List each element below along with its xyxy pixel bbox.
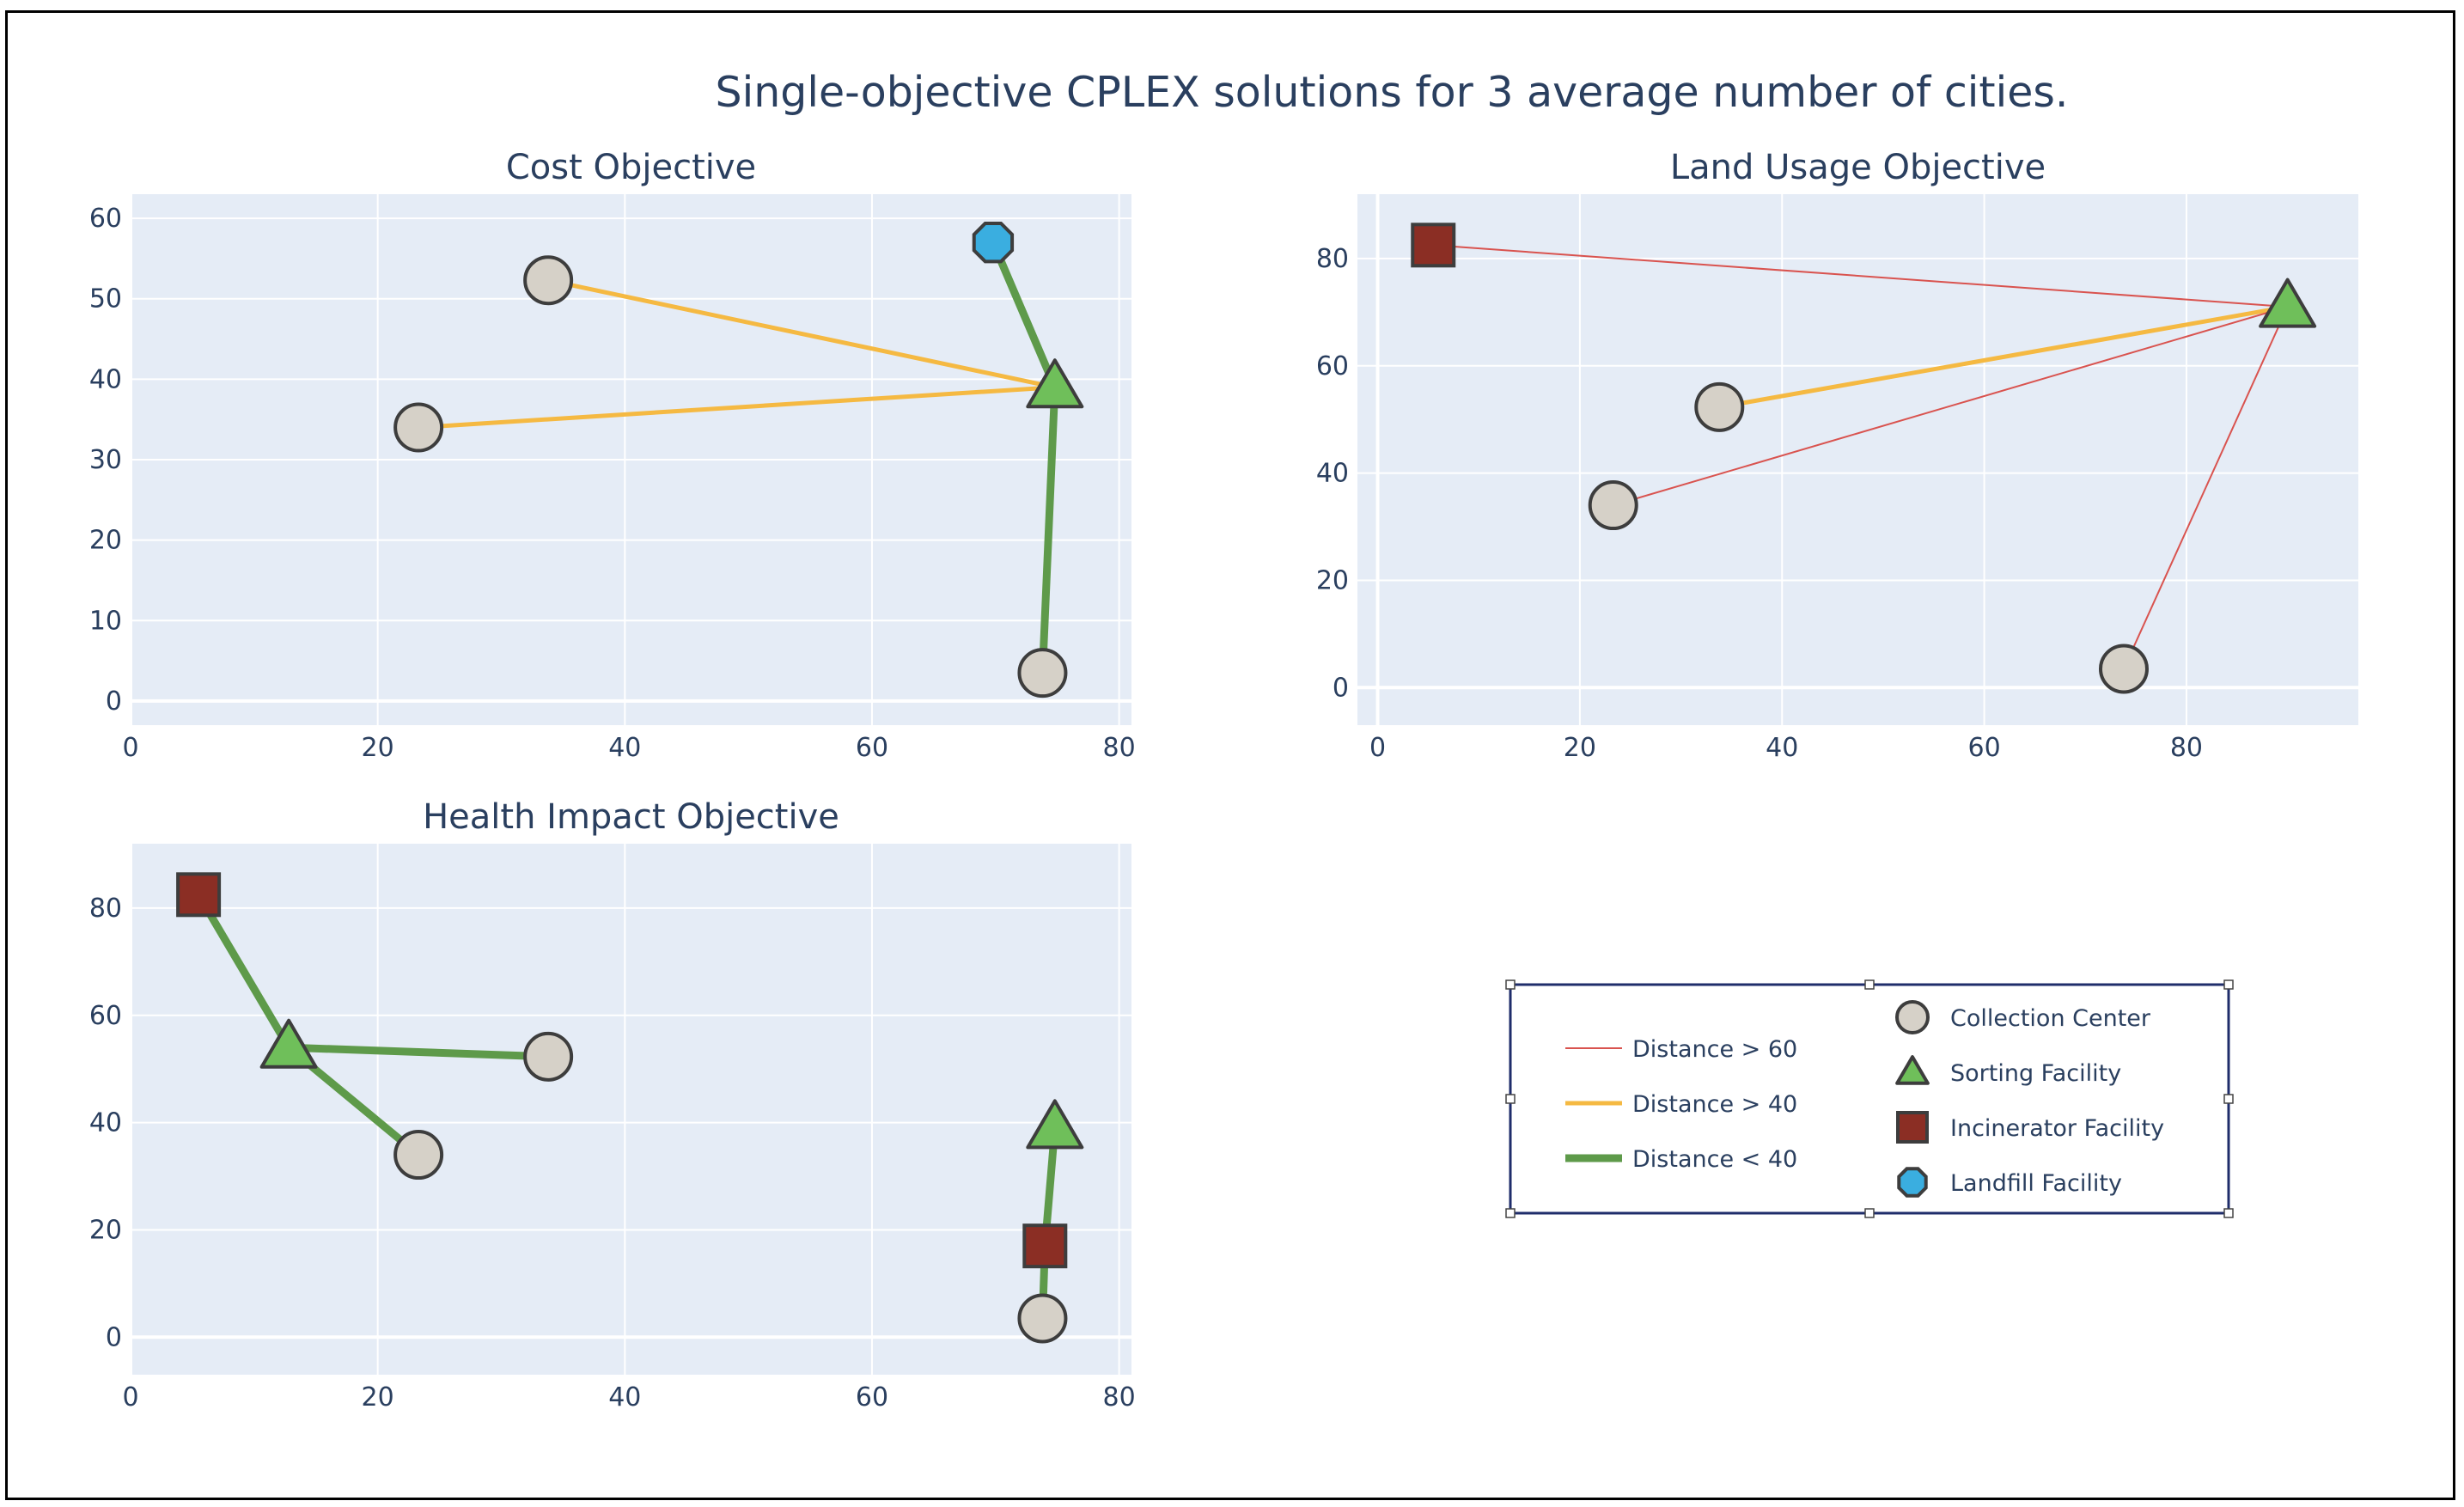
y-tick-label: 60 xyxy=(89,204,122,234)
y-tick-label: 80 xyxy=(89,894,122,924)
point-collection-center xyxy=(1588,480,1638,531)
figure-title: Single-objective CPLEX solutions for 3 a… xyxy=(716,68,2069,117)
legend-label: Distance < 40 xyxy=(1632,1146,1797,1173)
legend-item-distance-gt-60: Distance > 60 xyxy=(1565,1036,1797,1063)
x-tick-label: 40 xyxy=(1766,733,1798,763)
point-sorting-facility xyxy=(259,1018,318,1069)
point-collection-center xyxy=(1017,1293,1068,1344)
figure-frame xyxy=(5,10,2455,1500)
point-landfill-facility xyxy=(972,222,1015,264)
resize-handle[interactable] xyxy=(1505,1208,1516,1218)
legend-box xyxy=(1509,983,2230,1215)
link-distance-lt-40 xyxy=(195,893,292,1050)
link-distance-lt-40 xyxy=(288,1043,549,1061)
legend-label: Collection Center xyxy=(1950,1005,2151,1032)
resize-handle[interactable] xyxy=(2223,1208,2234,1218)
resize-handle[interactable] xyxy=(1864,1208,1875,1218)
legend-marker-swatch xyxy=(1895,1000,1930,1034)
point-collection-center xyxy=(1017,648,1068,699)
legend-label: Landfill Facility xyxy=(1950,1170,2122,1197)
x-tick-label: 0 xyxy=(122,733,138,763)
point-sorting-facility xyxy=(1026,1099,1084,1150)
point-collection-center xyxy=(2098,644,2149,694)
legend-item-distance-lt-40: Distance < 40 xyxy=(1565,1146,1797,1173)
legend-label: Distance > 40 xyxy=(1632,1091,1797,1118)
point-collection-center xyxy=(393,1130,444,1181)
legend-item-collection-center: Collection Center xyxy=(1895,1000,2151,1034)
x-tick-label: 0 xyxy=(1369,733,1386,763)
subplot-health-impact-objective: Health Impact Objective 0 20 40 60 80 0 20 40 60 8… xyxy=(89,797,1136,1412)
x-tick-label: 40 xyxy=(608,1382,641,1412)
legend-marker-swatch xyxy=(1895,1055,1930,1085)
y-tick-label: 40 xyxy=(1316,459,1349,489)
y-tick-label: 80 xyxy=(1316,244,1349,274)
x-tick-label: 0 xyxy=(122,1382,138,1412)
x-tick-label: 20 xyxy=(362,1382,394,1412)
x-tick-label: 20 xyxy=(1564,733,1596,763)
legend-item-sorting-facility: Sorting Facility xyxy=(1895,1055,2121,1087)
y-tick-label: 20 xyxy=(89,1215,122,1245)
x-tick-label: 80 xyxy=(1103,733,1136,763)
legend-label: Distance > 60 xyxy=(1632,1036,1797,1063)
y-tick-label: 0 xyxy=(1333,673,1349,703)
legend-marker-swatch xyxy=(1896,1111,1929,1144)
point-incinerator-facility xyxy=(176,872,222,918)
x-tick-label: 40 xyxy=(608,733,641,763)
x-tick-label: 80 xyxy=(1103,1382,1136,1412)
legend[interactable]: Distance > 60 Distance > 40 Distance < 40 C… xyxy=(1505,979,2234,1218)
point-collection-center xyxy=(523,1031,574,1082)
y-tick-label: 20 xyxy=(89,526,122,556)
x-tick-label: 60 xyxy=(1968,733,2001,763)
legend-item-landfill-facility: Landfill Facility xyxy=(1897,1167,2122,1198)
y-tick-label: 60 xyxy=(1316,351,1349,381)
plot-area xyxy=(1357,194,2358,725)
y-tick-label: 40 xyxy=(89,1108,122,1138)
point-collection-center xyxy=(393,402,444,453)
subplot-title: Land Usage Objective xyxy=(1670,148,2046,187)
link-distance-gt-40 xyxy=(418,385,1055,430)
legend-label: Incinerator Facility xyxy=(1950,1115,2164,1142)
legend-label: Sorting Facility xyxy=(1950,1060,2121,1087)
legend-marker-swatch xyxy=(1897,1167,1928,1198)
y-tick-label: 20 xyxy=(1316,565,1349,595)
legend-item-incinerator-facility: Incinerator Facility xyxy=(1896,1111,2164,1144)
link-distance-gt-40 xyxy=(1718,304,2289,410)
point-collection-center xyxy=(1694,381,1745,432)
resize-handle[interactable] xyxy=(2223,979,2234,990)
x-tick-label: 80 xyxy=(2170,733,2203,763)
x-tick-label: 60 xyxy=(856,1382,888,1412)
y-tick-label: 0 xyxy=(106,686,122,717)
link-distance-gt-60 xyxy=(2123,306,2289,669)
resize-handle[interactable] xyxy=(1505,1094,1516,1104)
legend-item-distance-gt-40: Distance > 40 xyxy=(1565,1091,1797,1118)
resize-handle[interactable] xyxy=(2223,1094,2234,1104)
y-tick-label: 10 xyxy=(89,606,122,636)
link-distance-gt-40 xyxy=(547,278,1056,390)
resize-handle[interactable] xyxy=(1505,979,1516,990)
point-collection-center xyxy=(523,255,574,306)
x-tick-label: 60 xyxy=(856,733,888,763)
point-incinerator-facility xyxy=(1022,1223,1068,1269)
y-tick-label: 60 xyxy=(89,1001,122,1031)
link-distance-lt-40 xyxy=(989,241,1058,389)
x-tick-label: 20 xyxy=(362,733,394,763)
resize-handle[interactable] xyxy=(1864,979,1875,990)
y-tick-label: 0 xyxy=(106,1322,122,1352)
point-sorting-facility xyxy=(1026,358,1084,409)
y-tick-label: 30 xyxy=(89,445,122,475)
plot-area xyxy=(131,844,1131,1375)
subplot-title: Cost Objective xyxy=(506,148,756,187)
link-distance-gt-60 xyxy=(1613,306,2288,507)
y-tick-label: 50 xyxy=(89,284,122,314)
point-sorting-facility xyxy=(2259,278,2317,328)
y-tick-label: 40 xyxy=(89,364,122,394)
link-distance-gt-60 xyxy=(1433,244,2288,308)
subplot-land-usage-objective: Land Usage Objective 0 20 40 60 80 0 20 40 60 80 xyxy=(1316,148,2358,763)
subplot-title: Health Impact Objective xyxy=(423,797,839,837)
link-distance-lt-40 xyxy=(1038,387,1059,674)
point-incinerator-facility xyxy=(1411,223,1456,268)
subplot-cost-objective: Cost Objective 0 20 40 60 80 0 10 20 30 40 50 60 xyxy=(89,148,1136,763)
